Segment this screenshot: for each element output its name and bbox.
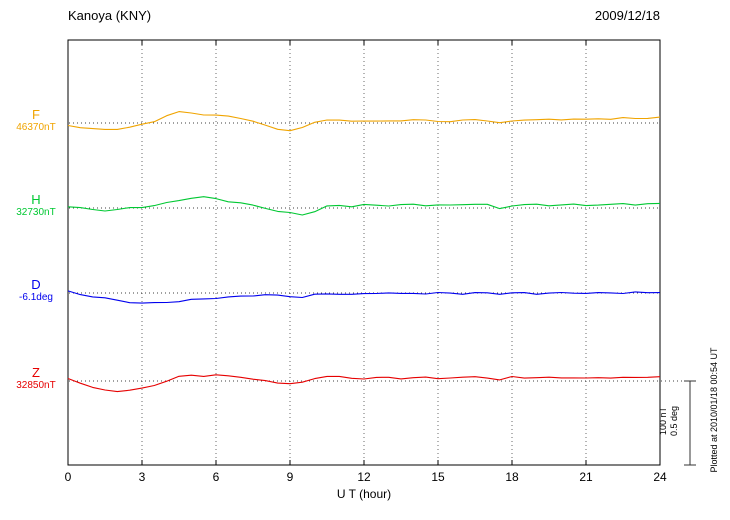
x-tick-label-24: 24: [653, 470, 667, 484]
series-f-labels: F 46370nT: [6, 107, 66, 134]
series-h-name: H: [31, 192, 41, 207]
series-d-name: D: [31, 277, 41, 292]
x-tick-label-18: 18: [505, 470, 519, 484]
station-title: Kanoya (KNY): [68, 8, 152, 23]
series-d-labels: D -6.1deg: [6, 277, 66, 304]
x-tick-label-3: 3: [138, 470, 146, 484]
date-label: 2009/12/18: [594, 8, 660, 23]
series-h-baseline-value: 32730nT: [16, 207, 56, 218]
scale-bar-nt: 100 nT: [658, 406, 668, 436]
series-f-baseline-value: 46370nT: [16, 122, 56, 133]
series-z-baseline-value: 32850nT: [16, 380, 56, 391]
x-tick-label-0: 0: [64, 470, 72, 484]
series-d-baseline-value: -6.1deg: [19, 292, 53, 303]
x-tick-label-6: 6: [212, 470, 220, 484]
scale-bar-label: 100 nT 0.5 deg: [658, 391, 682, 451]
series-z-labels: Z 32850nT: [6, 365, 66, 392]
series-f-name: F: [32, 107, 40, 122]
scale-bar-deg: 0.5 deg: [669, 405, 679, 437]
series-h-labels: H 32730nT: [6, 192, 66, 219]
x-tick-label-21: 21: [579, 470, 593, 484]
x-tick-label-15: 15: [431, 470, 445, 484]
x-tick-label-9: 9: [286, 470, 294, 484]
plotted-at-label: Plotted at 2010/01/18 00:54 UT: [709, 347, 719, 473]
x-tick-label-12: 12: [357, 470, 371, 484]
series-z-name: Z: [32, 365, 40, 380]
x-axis-title: U T (hour): [336, 487, 392, 501]
